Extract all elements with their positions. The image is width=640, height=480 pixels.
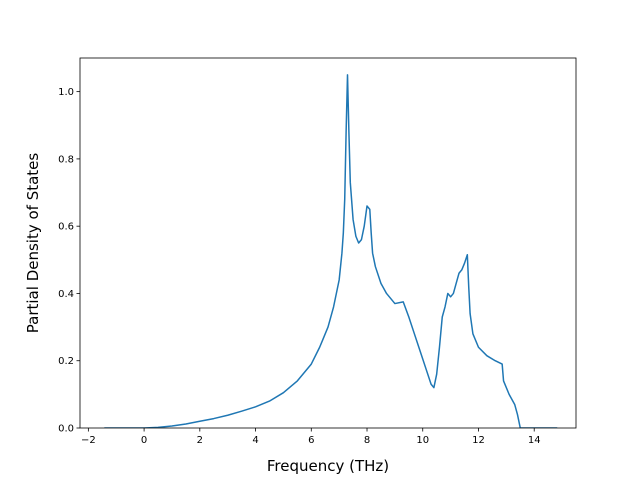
x-tick-label: 0: [141, 435, 147, 446]
y-axis-ticks: 0.0 0.2 0.4 0.6 0.8 1.0: [58, 87, 80, 435]
y-tick-label: 1.0: [58, 87, 74, 98]
x-tick-label: 14: [528, 435, 541, 446]
x-tick-label: 8: [364, 435, 370, 446]
pdos-series-line: [104, 74, 558, 428]
x-tick-label: 6: [308, 435, 314, 446]
y-tick-label: 0.0: [58, 424, 74, 435]
y-axis-label: Partial Density of States: [24, 153, 42, 334]
x-axis-label: Frequency (THz): [267, 457, 389, 475]
axes-frame: [79, 57, 577, 429]
axes-background: [80, 58, 576, 428]
y-tick-label: 0.6: [58, 222, 74, 233]
x-tick-label: 10: [416, 435, 429, 446]
y-tick-label: 0.4: [58, 289, 74, 300]
y-tick-label: 0.2: [58, 356, 74, 367]
x-tick-label: 4: [252, 435, 258, 446]
x-tick-label: 12: [472, 435, 485, 446]
x-tick-label: −2: [81, 435, 96, 446]
y-tick-label: 0.8: [58, 154, 74, 165]
x-tick-label: 2: [197, 435, 203, 446]
x-axis-ticks: −2 0 2 4 6 8 10 12 14: [81, 428, 541, 446]
plot-area: [79, 57, 577, 429]
series-layer: [104, 74, 558, 428]
